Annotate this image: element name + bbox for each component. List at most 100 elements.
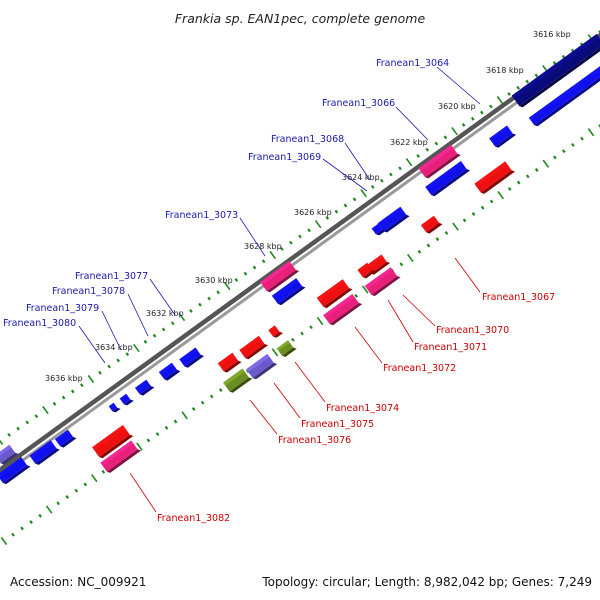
gene-block-3074a[interactable]: [268, 325, 283, 338]
gene-block-franean1-3080[interactable]: [108, 402, 121, 413]
minor-tick: [170, 321, 175, 326]
gene-block-franean1-3074-shadow: [282, 347, 297, 357]
gene-label-franean1-3077[interactable]: Franean1_3077: [75, 271, 148, 282]
gene-label-franean1-3078[interactable]: Franean1_3078: [52, 286, 125, 297]
gene-block-3074b-body: [239, 335, 265, 359]
gene-block-franean1-3075[interactable]: [217, 352, 242, 373]
gene-label-franean1-3070[interactable]: Franean1_3070: [436, 325, 509, 336]
gene-label-franean1-3082[interactable]: Franean1_3082: [157, 513, 230, 524]
major-tick: [587, 128, 595, 137]
minor-tick: [444, 230, 449, 235]
kbp-label: 3616 kbp: [533, 30, 571, 39]
gene-block-3067a[interactable]: [474, 161, 515, 194]
gene-block-3081a[interactable]: [54, 429, 77, 448]
gene-label-franean1-3064[interactable]: Franean1_3064: [376, 58, 449, 69]
gene-block-franean1-3076[interactable]: [223, 368, 253, 393]
minor-tick: [252, 265, 257, 270]
gene-block-3074b[interactable]: [239, 335, 268, 360]
gene-label-franean1-3073[interactable]: Franean1_3073: [165, 210, 238, 221]
gene-block-franean1-3078-shadow: [139, 386, 155, 396]
gene-block-franean1-3077-body: [158, 362, 178, 380]
major-tick: [451, 127, 458, 136]
gene-block-3064b[interactable]: [528, 65, 600, 127]
gene-label-franean1-3080[interactable]: Franean1_3080: [3, 318, 76, 329]
minor-tick: [580, 136, 584, 141]
minor-tick: [189, 308, 193, 313]
gene-block-franean1-3082-shadow: [106, 449, 141, 473]
major-tick: [136, 442, 143, 451]
gene-label-franean1-3079[interactable]: Franean1_3079: [26, 303, 99, 314]
major-tick: [452, 222, 459, 231]
gene-block-3067-body: [420, 215, 440, 233]
gene-block-franean1-3076-shadow: [229, 377, 253, 393]
gene-block-franean1-3070[interactable]: [364, 267, 401, 297]
minor-tick: [417, 249, 422, 254]
gene-block-3067[interactable]: [420, 215, 443, 234]
gene-block-3074b-shadow: [245, 344, 268, 360]
gene-block-franean1-3070-body: [364, 267, 398, 295]
gene-block-3081d-highlight: [0, 444, 12, 456]
major-tick: [314, 220, 322, 229]
gene-block-3070b[interactable]: [357, 262, 376, 279]
gene-block-franean1-3074[interactable]: [276, 340, 297, 357]
gene-label-franean1-3071[interactable]: Franean1_3071: [414, 342, 487, 353]
minor-tick: [125, 352, 130, 357]
gene-block-franean1-3071-body: [316, 279, 350, 307]
minor-tick: [380, 178, 384, 183]
minor-tick: [426, 243, 431, 248]
gene-label-franean1-3072[interactable]: Franean1_3072: [383, 363, 456, 374]
minor-tick: [207, 296, 211, 301]
gene-block-franean1-3069-shadow: [431, 169, 471, 197]
minor-tick: [399, 262, 404, 267]
gene-block-franean1-3064[interactable]: [511, 33, 600, 108]
gene-label-franean1-3075[interactable]: Franean1_3075: [301, 419, 374, 430]
gene-label-franean1-3068[interactable]: Franean1_3068: [271, 134, 344, 145]
gene-block-3075b[interactable]: [246, 353, 278, 380]
minor-tick: [61, 395, 66, 400]
gene-block-franean1-3078[interactable]: [135, 379, 155, 396]
gene-block-franean1-3071[interactable]: [316, 279, 353, 309]
gene-block-franean1-3082-highlight: [100, 440, 134, 466]
minor-tick: [571, 142, 575, 147]
gene-block-3074b-highlight: [239, 335, 261, 353]
gene-block-franean1-3072[interactable]: [323, 294, 363, 326]
gene-block-3077a-body: [179, 347, 201, 367]
major-tick: [87, 374, 95, 384]
gene-block-3073b[interactable]: [371, 223, 386, 236]
gene-block-franean1-3079[interactable]: [119, 393, 134, 406]
gene-block-3073a[interactable]: [377, 206, 410, 233]
reverse-gene-labels: Franean1_3067 Franean1_3070 Franean1_307…: [129, 257, 555, 524]
kbp-label: 3618 kbp: [486, 66, 524, 75]
minor-tick: [164, 425, 169, 430]
gene-block-franean1-3068[interactable]: [418, 144, 461, 179]
gene-block-franean1-3075-shadow: [223, 360, 242, 373]
gene-block-3064b-shadow: [534, 77, 600, 127]
gene-block-3081c[interactable]: [0, 457, 31, 485]
minor-tick: [80, 383, 84, 388]
gene-block-3081d[interactable]: [0, 444, 19, 465]
gene-label-franean1-3067[interactable]: Franean1_3067: [482, 292, 555, 303]
gene-block-3081c-shadow: [2, 465, 31, 485]
gene-block-franean1-3070-shadow: [371, 276, 401, 297]
gene-block-3077a[interactable]: [179, 347, 205, 368]
gene-block-3081b[interactable]: [29, 440, 60, 465]
major-tick: [181, 411, 188, 420]
gene-block-franean1-3066[interactable]: [489, 125, 517, 148]
minor-tick: [300, 331, 304, 336]
gene-block-franean1-3082[interactable]: [100, 440, 141, 473]
gene-label-franean1-3074[interactable]: Franean1_3074: [326, 403, 399, 414]
gene-block-franean1-3071-highlight: [316, 279, 345, 302]
gene-block-franean1-3069[interactable]: [425, 161, 471, 197]
gene-block-franean1-3066-body: [489, 125, 513, 147]
gene-block-franean1-3077[interactable]: [158, 362, 181, 381]
minor-tick: [552, 61, 557, 65]
gene-label-franean1-3069[interactable]: Franean1_3069: [248, 152, 321, 163]
gene-block-3073c[interactable]: [271, 278, 306, 306]
gene-block-3082a[interactable]: [92, 425, 134, 459]
gene-label-franean1-3076[interactable]: Franean1_3076: [278, 435, 351, 446]
gene-label-franean1-3066[interactable]: Franean1_3066: [322, 98, 395, 109]
forward-gene-labels: Franean1_3064 Franean1_3066 Franean1_306…: [3, 58, 481, 364]
major-tick: [269, 250, 277, 260]
gene-block-franean1-3072-body: [323, 294, 359, 324]
gene-block-franean1-3073[interactable]: [260, 261, 300, 293]
